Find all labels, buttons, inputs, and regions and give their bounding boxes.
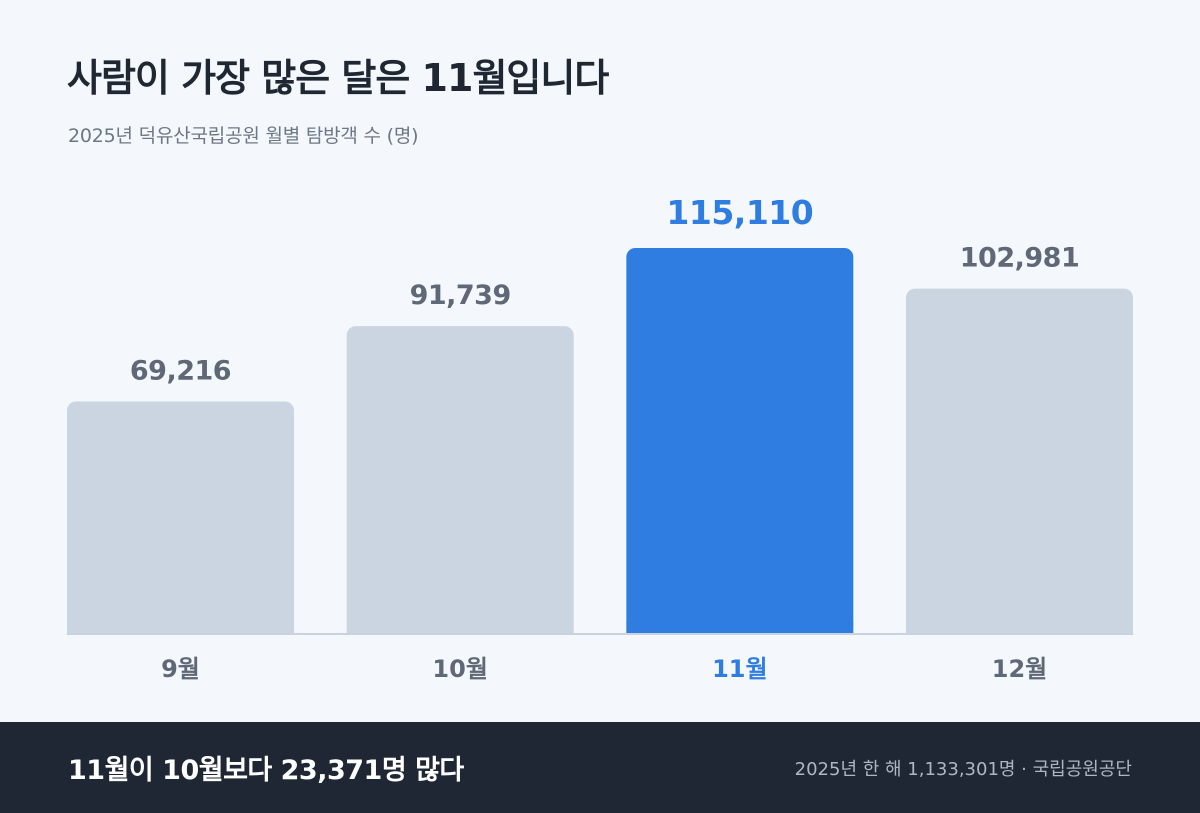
value-label-12월: 102,981	[960, 243, 1079, 274]
bar-base-12월	[906, 623, 1133, 633]
category-label-10월: 10월	[432, 655, 487, 683]
category-label-12월: 12월	[992, 655, 1047, 683]
bar-10월	[346, 326, 574, 633]
bar-base-11월	[626, 623, 854, 633]
chart-title: 사람이 가장 많은 달은 11월입니다	[67, 56, 609, 100]
bar-9월	[67, 401, 294, 633]
source-note: 2025년 한 해 1,133,301명 · 국립공원공단	[794, 759, 1132, 780]
value-label-10월: 91,739	[410, 280, 511, 311]
bar-12월	[906, 288, 1133, 633]
value-label-9월: 69,216	[130, 355, 231, 386]
summary-footer: 11월이 10월보다 23,371명 많다 2025년 한 해 1,133,30…	[0, 722, 1200, 813]
bar-chart: 69,216 9월 91,739 10월 115,110 11월 102,981 12월	[67, 193, 1133, 683]
category-label-9월: 9월	[161, 655, 200, 683]
chart-subtitle: 2025년 덕유산국립공원 월별 탐방객 수 (명)	[68, 125, 419, 147]
bar-11월	[626, 248, 854, 633]
value-label-11월: 115,110	[666, 193, 813, 232]
category-label-11월: 11월	[712, 655, 767, 683]
bar-base-10월	[346, 623, 574, 633]
bar-base-9월	[67, 623, 294, 633]
summary-headline: 11월이 10월보다 23,371명 많다	[68, 755, 464, 786]
